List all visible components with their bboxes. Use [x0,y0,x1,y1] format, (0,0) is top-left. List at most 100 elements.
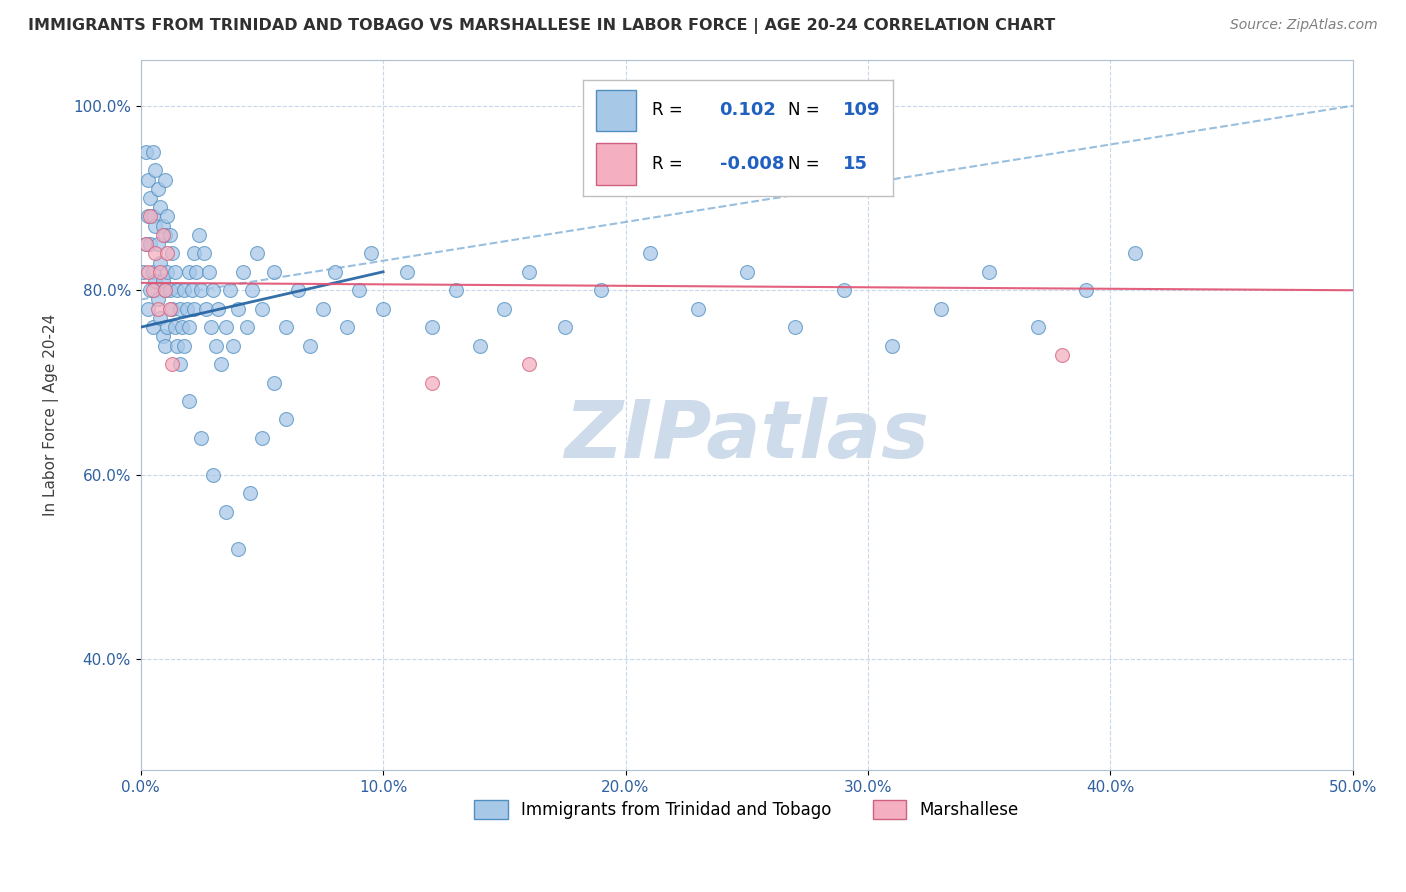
Text: R =: R = [651,155,688,173]
Point [142,265,165,279]
Point [202,467,225,482]
Point [226,541,249,556]
FancyBboxPatch shape [596,143,636,185]
Point [136,301,159,316]
Point [311,301,333,316]
Point [299,338,322,352]
Point [236,320,259,334]
Point [1123,246,1146,260]
Point [209,357,232,371]
Point [250,301,273,316]
Point [142,145,165,159]
Point [591,283,613,297]
Point [347,283,370,297]
Point [276,320,298,334]
Point [153,227,176,242]
Point [183,246,205,260]
Point [173,338,195,352]
Point [152,227,174,242]
Point [200,320,222,334]
Point [143,274,166,288]
Point [517,357,540,371]
Point [135,237,157,252]
Point [232,265,254,279]
Point [153,338,176,352]
Point [153,172,176,186]
Point [287,283,309,297]
Point [205,338,228,352]
Text: -0.008: -0.008 [720,155,785,173]
Point [179,320,201,334]
Point [1074,283,1097,297]
Point [250,431,273,445]
Point [156,246,179,260]
Point [785,320,807,334]
Point [159,283,181,297]
Text: N =: N = [787,102,824,120]
Point [396,265,419,279]
Point [156,320,179,334]
Point [149,255,172,269]
Point [136,210,159,224]
Point [143,246,166,260]
Point [468,338,491,352]
Point [832,283,855,297]
Point [153,283,176,297]
Point [202,283,225,297]
Point [166,283,188,297]
Point [494,301,516,316]
Point [139,191,162,205]
Y-axis label: In Labor Force | Age 20-24: In Labor Force | Age 20-24 [44,314,59,516]
Point [169,357,191,371]
Point [1050,348,1073,362]
Point [142,210,165,224]
Point [197,265,219,279]
Point [159,301,181,316]
Point [222,338,245,352]
Legend: Immigrants from Trinidad and Tobago, Marshallese: Immigrants from Trinidad and Tobago, Mar… [468,793,1026,826]
Point [263,376,285,390]
Point [143,163,166,178]
Point [146,237,169,252]
Point [152,274,174,288]
Point [420,320,443,334]
Point [139,283,162,297]
Point [146,182,169,196]
Point [444,283,467,297]
Point [142,283,165,297]
Point [190,283,212,297]
Point [170,320,193,334]
Point [183,301,205,316]
Point [146,301,169,316]
Point [420,376,443,390]
Text: Source: ZipAtlas.com: Source: ZipAtlas.com [1230,18,1378,32]
Text: N =: N = [787,155,824,173]
Text: ZIPatlas: ZIPatlas [564,397,929,475]
Point [554,320,576,334]
Point [214,505,236,519]
Point [156,265,179,279]
Point [246,246,269,260]
Point [149,265,172,279]
Point [929,301,952,316]
Point [162,301,184,316]
Point [360,246,382,260]
Point [162,246,184,260]
Point [882,338,904,352]
Point [159,227,181,242]
Point [180,283,202,297]
Point [136,265,159,279]
Point [139,210,162,224]
Point [240,283,263,297]
Point [139,237,162,252]
Text: 15: 15 [844,155,869,173]
Point [187,227,209,242]
Point [688,301,710,316]
Point [149,200,172,214]
Point [226,301,249,316]
FancyBboxPatch shape [596,89,636,131]
Point [979,265,1001,279]
Point [176,301,198,316]
Point [186,265,208,279]
Point [135,145,157,159]
